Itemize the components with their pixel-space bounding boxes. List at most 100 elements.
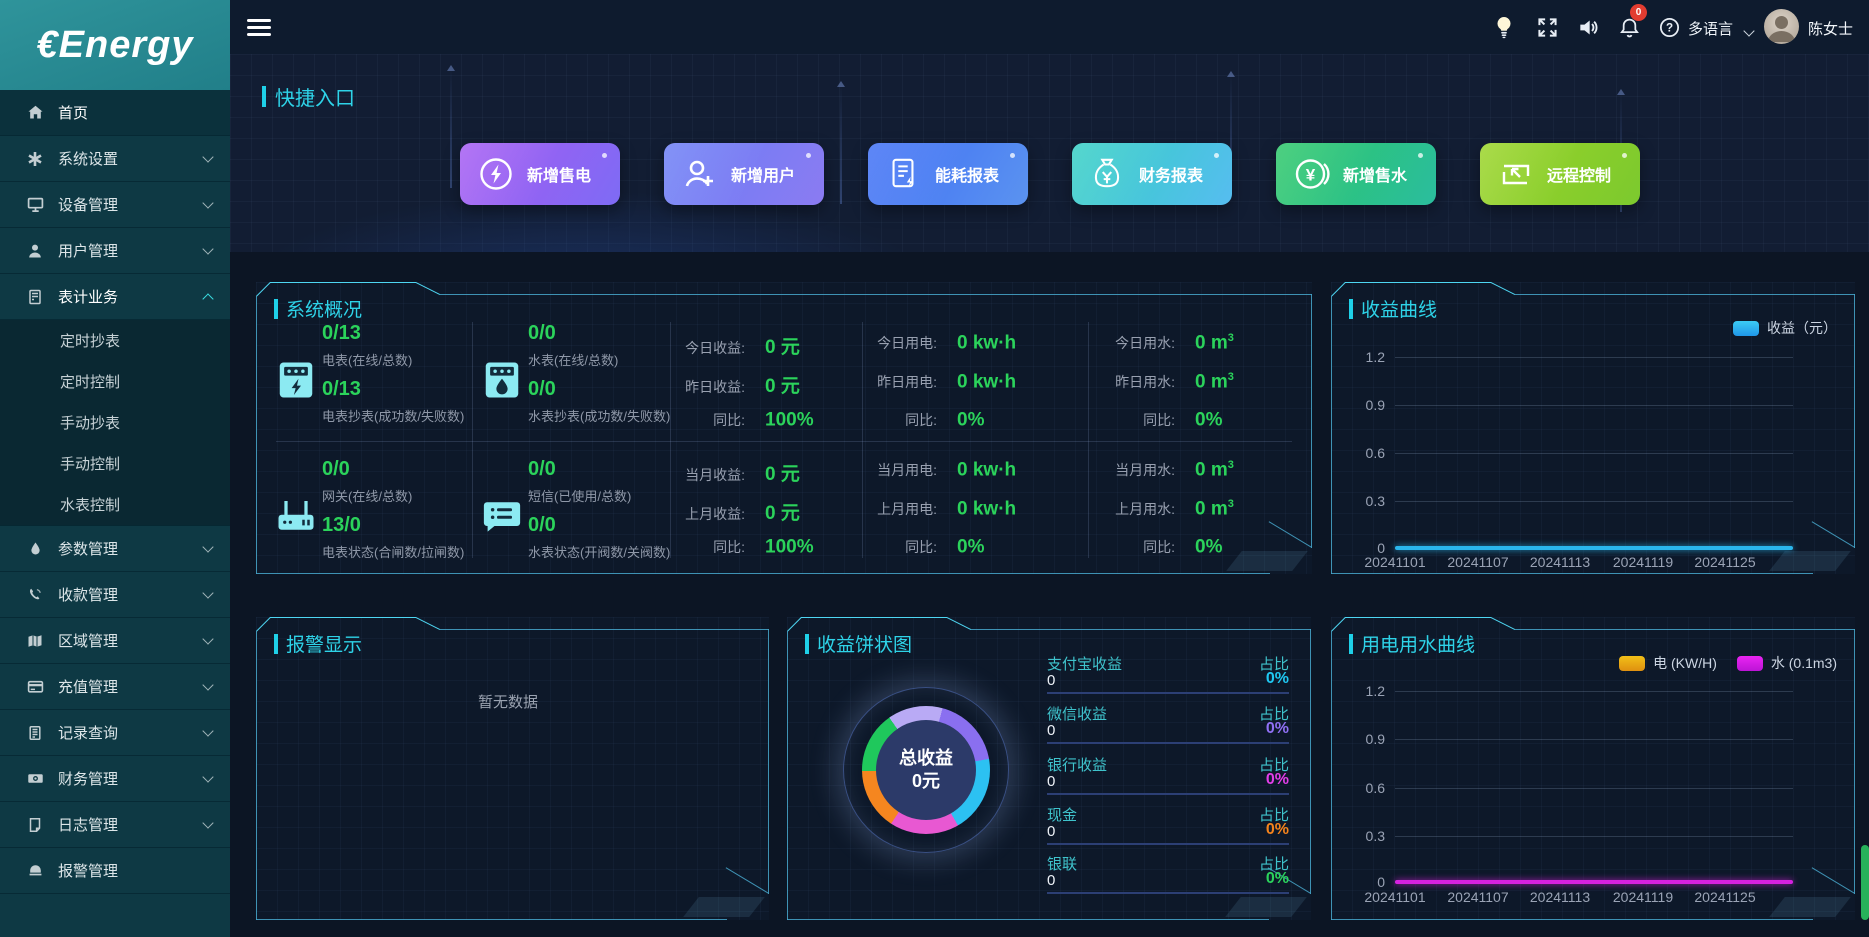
x-tick: 20241101 <box>1364 554 1426 570</box>
sidebar-item-recharge-management[interactable]: 充值管理 <box>0 664 230 710</box>
help-icon[interactable]: ? <box>1656 14 1682 40</box>
sidebar-subitem-manual-control[interactable]: 手动控制 <box>60 456 121 473</box>
title-accent-bar <box>805 633 809 654</box>
pie-legend-row-bank[interactable]: 银行收益 占比 0 0% <box>1047 754 1289 800</box>
pie-ratio-label: 占比 <box>1258 757 1289 774</box>
notification-badge: 0 <box>1630 4 1647 21</box>
speaker-icon[interactable] <box>1575 14 1601 40</box>
yen-coin-icon: ¥ <box>1294 156 1330 192</box>
fullscreen-icon[interactable] <box>1534 14 1560 40</box>
quick-button-label: 新增用户 <box>731 168 796 185</box>
scrollbar-thumb[interactable] <box>1861 845 1869 920</box>
stat-value: 0/0 <box>528 322 556 344</box>
panel-title: 收益饼状图 <box>805 630 912 657</box>
kv-value: 0 元 <box>765 503 800 524</box>
donut-center: 总收益 0元 <box>876 720 976 820</box>
divider <box>862 322 863 558</box>
sidebar-item-region-management[interactable]: 区域管理 <box>0 618 230 664</box>
gridline <box>1395 788 1793 789</box>
y-tick: 0.3 <box>1365 493 1385 509</box>
sidebar-subitem-water-meter-control[interactable]: 水表控制 <box>60 497 121 514</box>
kv-label: 同比: <box>713 539 745 556</box>
stat-label: 网关(在线/总数) <box>322 489 413 504</box>
pie-legend-row-unionpay[interactable]: 银联 占比 0 0% <box>1047 853 1289 899</box>
chevron-down-icon <box>202 540 214 553</box>
sidebar-subitem-scheduled-control[interactable]: 定时控制 <box>60 374 121 391</box>
pie-legend-row-cash[interactable]: 现金 占比 0 0% <box>1047 804 1289 850</box>
stat-gateway: 0/0 网关(在线/总数) 13/0 电表状态(合闸数/拉闸数) <box>276 454 476 568</box>
sidebar-item-label: 区域管理 <box>58 633 119 650</box>
new-user-button[interactable]: 新增用户 <box>664 143 824 205</box>
panel-title: 用电用水曲线 <box>1349 630 1475 657</box>
pie-legend-row-alipay[interactable]: 支付宝收益 占比 0 0% <box>1047 653 1289 699</box>
x-tick: 20241119 <box>1612 554 1674 570</box>
sidebar-item-log-management[interactable]: 日志管理 <box>0 802 230 848</box>
kv-value: 0 元 <box>765 376 800 397</box>
title-accent-bar <box>1349 633 1353 654</box>
sidebar-item-alarm-management[interactable]: 报警管理 <box>0 848 230 894</box>
new-electricity-sale-button[interactable]: 新增售电 <box>460 143 620 205</box>
stat-value: 0/0 <box>322 458 350 480</box>
sidebar-item-meter-business[interactable]: 表计业务 <box>0 274 230 320</box>
theme-bulb-icon[interactable] <box>1491 14 1517 40</box>
energy-report-icon <box>886 156 922 192</box>
sidebar-item-collection-management[interactable]: 收款管理 <box>0 572 230 618</box>
sidebar-item-finance-management[interactable]: 财务管理 <box>0 756 230 802</box>
monitor-icon <box>26 196 44 214</box>
sidebar-subitem-scheduled-reading[interactable]: 定时抄表 <box>60 333 121 350</box>
chart-legend[interactable]: 收益（元） <box>1733 318 1837 338</box>
sidebar-item-device-management[interactable]: 设备管理 <box>0 182 230 228</box>
card-icon <box>26 678 44 696</box>
avatar[interactable] <box>1764 9 1799 44</box>
energy-report-button[interactable]: 能耗报表 <box>868 143 1028 205</box>
kv-value: 0 kw·h <box>957 459 1017 481</box>
sidebar-item-parameter-management[interactable]: 参数管理 <box>0 526 230 572</box>
y-tick: 0.9 <box>1365 397 1385 413</box>
finance-report-button[interactable]: 财务报表 <box>1072 143 1232 205</box>
y-tick: 0.6 <box>1365 445 1385 461</box>
panel-title: 收益曲线 <box>1349 295 1437 322</box>
chart-legend[interactable]: 电 (KW/H) 水 (0.1m3) <box>1619 653 1837 673</box>
donut-center-label: 总收益 <box>899 748 953 768</box>
notification-bell-icon[interactable] <box>1616 14 1642 40</box>
kv-value: 100% <box>765 409 814 431</box>
divider <box>1088 322 1089 558</box>
sidebar-item-label: 收款管理 <box>58 587 119 604</box>
stat-sms: 0/0 短信(已使用/总数) 0/0 水表状态(开阀数/关阀数) <box>482 454 682 568</box>
language-selector[interactable]: 多语言 <box>1688 21 1734 38</box>
title-accent-bar <box>274 633 278 654</box>
sidebar-subitem-manual-reading[interactable]: 手动抄表 <box>60 415 121 432</box>
revenue-donut-chart[interactable]: 总收益 0元 <box>862 706 990 834</box>
y-tick: 0.6 <box>1365 780 1385 796</box>
kv-label: 今日用电: <box>877 335 937 352</box>
gateway-icon <box>276 496 316 536</box>
kv-value: 0 kw·h <box>957 498 1017 520</box>
sidebar-item-record-query[interactable]: 记录查询 <box>0 710 230 756</box>
menu-toggle-icon[interactable] <box>247 15 271 39</box>
sidebar-item-label: 充值管理 <box>58 679 119 696</box>
sidebar-item-label: 表计业务 <box>58 289 119 306</box>
banner-streak <box>837 81 845 204</box>
sidebar-item-home[interactable]: 首页 <box>0 90 230 136</box>
remote-control-button[interactable]: 远程控制 <box>1480 143 1640 205</box>
sidebar-item-user-management[interactable]: 用户管理 <box>0 228 230 274</box>
pie-row-percent: 0% <box>1265 771 1289 788</box>
x-tick: 20241113 <box>1529 554 1591 570</box>
pie-legend-row-wechat[interactable]: 微信收益 占比 0 0% <box>1047 703 1289 749</box>
sidebar-item-label: 设备管理 <box>58 197 119 214</box>
pie-row-label: 银联 <box>1047 856 1078 873</box>
sidebar-item-system-settings[interactable]: 系统设置 <box>0 136 230 182</box>
kv-value: 0 kw·h <box>957 371 1017 393</box>
phone-icon <box>26 586 44 604</box>
x-tick: 20241107 <box>1447 889 1509 905</box>
sidebar-item-label: 日志管理 <box>58 817 119 834</box>
sms-icon <box>482 496 522 536</box>
sidebar-item-label: 首页 <box>58 105 89 122</box>
username-label[interactable]: 陈女士 <box>1808 21 1854 38</box>
pie-row-label: 微信收益 <box>1047 706 1108 723</box>
stat-value: 0/13 <box>322 322 361 344</box>
new-water-sale-button[interactable]: ¥ 新增售水 <box>1276 143 1436 205</box>
kv-value: 0 m3 <box>1195 459 1234 481</box>
scrollbar-track <box>1861 54 1869 937</box>
x-tick: 20241125 <box>1694 889 1756 905</box>
